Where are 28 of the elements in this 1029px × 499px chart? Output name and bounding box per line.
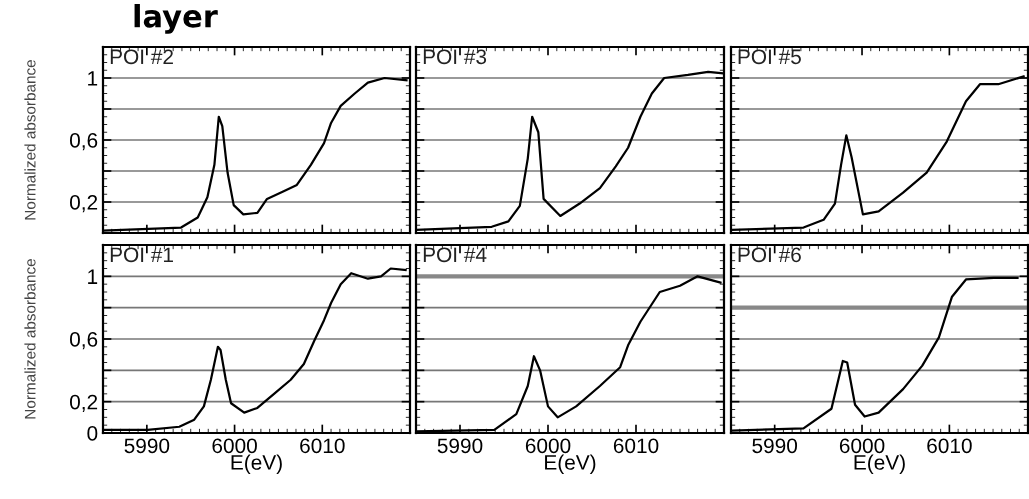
x-axis-title: E(eV) bbox=[231, 454, 282, 474]
y-tick-label: 1 bbox=[88, 269, 98, 284]
x-tick-label: 6000 bbox=[525, 438, 571, 454]
chart-title: POI #6 bbox=[738, 247, 801, 263]
x-tick-label: 5990 bbox=[124, 438, 170, 454]
y-tick-label: 0,6 bbox=[69, 332, 98, 350]
x-tick-label: 6010 bbox=[613, 438, 659, 454]
chart-title: POI #1 bbox=[110, 247, 173, 263]
y-axis-title: Normalized absorbance bbox=[24, 60, 36, 220]
y-tick-label: 0,2 bbox=[69, 394, 98, 412]
y-tick-label: 1 bbox=[88, 71, 98, 86]
x-tick-label: 6000 bbox=[839, 438, 885, 454]
chart-title: POI #3 bbox=[423, 49, 487, 65]
y-tick-label: 0,2 bbox=[69, 195, 98, 213]
x-tick-label: 6010 bbox=[300, 438, 345, 454]
x-axis-title: E(eV) bbox=[545, 454, 596, 474]
x-axis-title: E(eV) bbox=[854, 454, 905, 474]
y-tick-label: 0 bbox=[87, 426, 98, 441]
chart-title: POI #2 bbox=[110, 49, 173, 65]
x-tick-label: 6000 bbox=[212, 438, 257, 454]
text: layer bbox=[134, 4, 218, 34]
chart-title: POI #5 bbox=[738, 49, 801, 65]
x-tick-label: 5990 bbox=[437, 438, 483, 454]
y-axis-title: Normalized absorbance bbox=[24, 259, 36, 419]
y-tick-label: 0,6 bbox=[69, 133, 98, 151]
x-tick-label: 6010 bbox=[927, 438, 972, 454]
x-tick-label: 5990 bbox=[752, 438, 798, 454]
chart-title: POI #4 bbox=[423, 247, 487, 263]
